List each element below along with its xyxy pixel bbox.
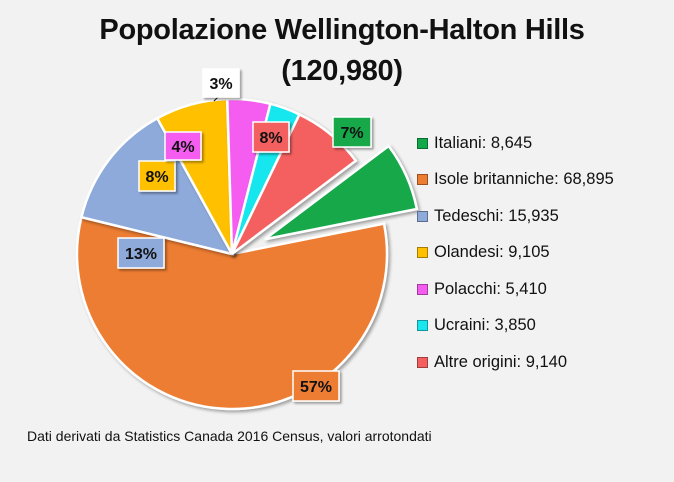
legend-item-ucraini: Ucraini: 3,850 (417, 308, 614, 345)
legend-item-italiani: Italiani: 8,645 (417, 125, 614, 162)
legend-swatch (417, 210, 428, 222)
legend-label: Ucraini: 3,850 (434, 316, 536, 335)
data-label-text: 4% (171, 139, 194, 156)
legend-label: Altre origini: 9,140 (434, 352, 567, 371)
data-label-text: 8% (145, 169, 168, 186)
data-label-text: 8% (259, 130, 282, 147)
data-label-isole-britanniche: 57% (292, 370, 340, 402)
legend-item-isole-britanniche: Isole britanniche: 68,895 (417, 162, 614, 199)
data-label-text: 3% (209, 76, 232, 93)
data-label-altre-origini: 8% (252, 121, 290, 153)
legend-swatch (417, 174, 428, 186)
chart-footnote: Dati derivati da Statistics Canada 2016 … (27, 428, 432, 444)
data-label-olandesi: 8% (138, 160, 176, 192)
data-label-text: 7% (340, 125, 363, 142)
legend-item-olandesi: Olandesi: 9,105 (417, 235, 614, 272)
legend-swatch (417, 320, 428, 332)
chart-title: Popolazione Wellington-Halton Hills (99, 14, 585, 46)
legend-item-altre-origini: Altre origini: 9,140 (417, 344, 614, 381)
legend-label: Tedeschi: 15,935 (434, 206, 559, 225)
legend-swatch (417, 137, 428, 149)
pie-data-labels: 7%57%13%8%4%3%8% (117, 68, 372, 402)
pie-slice-italiani (264, 144, 419, 241)
legend-label: Polacchi: 5,410 (434, 279, 547, 298)
data-label-tedeschi: 13% (117, 237, 165, 269)
legend-swatch (417, 356, 428, 368)
legend-label: Isole britanniche: 68,895 (434, 170, 614, 189)
legend-swatch (417, 283, 428, 295)
legend-item-tedeschi: Tedeschi: 15,935 (417, 198, 614, 235)
data-label-italiani: 7% (332, 116, 372, 148)
legend-swatch (417, 247, 428, 259)
legend-label: Italiani: 8,645 (434, 133, 533, 152)
legend-item-polacchi: Polacchi: 5,410 (417, 271, 614, 308)
pie-slice-altre-origini (230, 112, 358, 255)
data-label-text: 13% (125, 246, 157, 263)
legend-label: Olandesi: 9,105 (434, 243, 550, 262)
chart-subtitle: (120,980) (281, 55, 403, 87)
data-label-polacchi: 4% (164, 131, 202, 161)
data-label-text: 57% (300, 379, 332, 396)
legend: Italiani: 8,645 Isole britanniche: 68,895… (417, 125, 614, 381)
data-label-ucraini: 3% (202, 68, 240, 98)
